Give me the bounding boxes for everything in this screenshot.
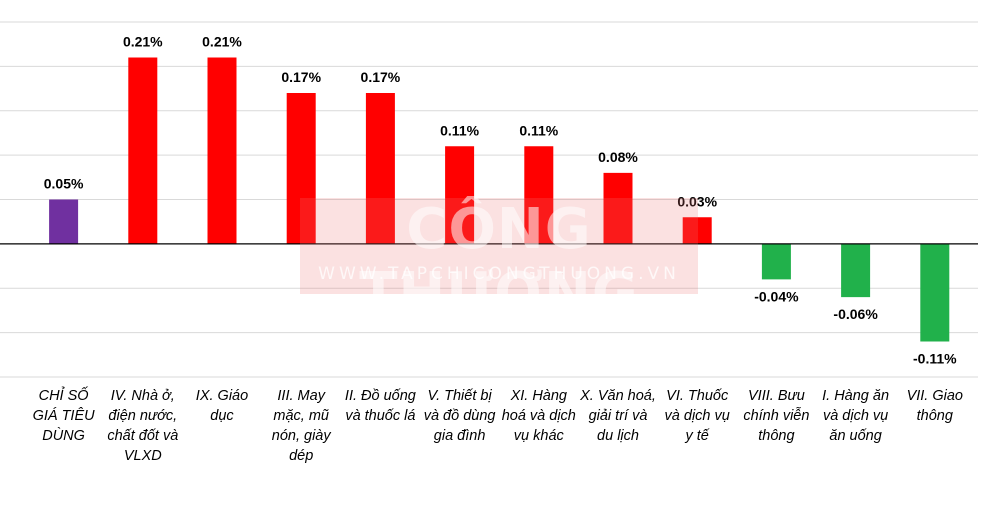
category-label: IV. Nhà ở, điện nước, chất đốt và VLXD — [107, 388, 179, 464]
data-label: 0.11% — [440, 122, 479, 138]
bar — [920, 243, 950, 342]
category-label: IX. Giáo dục — [195, 388, 249, 424]
bar — [603, 172, 633, 244]
data-label: 0.08% — [598, 149, 638, 165]
category-label: VII. Giao thông — [906, 388, 963, 424]
bar — [682, 217, 712, 244]
category-label: I. Hàng ăn và dịch vụ ăn uống — [822, 388, 890, 444]
bar — [128, 57, 158, 244]
bar — [445, 146, 475, 244]
bar — [524, 146, 554, 244]
category-label: VIII. Bưu chính viễn thông — [743, 388, 810, 444]
data-label: 0.21% — [202, 34, 242, 50]
bar — [365, 93, 395, 244]
bar — [49, 199, 79, 244]
bar — [207, 57, 237, 244]
data-label: -0.11% — [913, 351, 957, 367]
category-label: V. Thiết bị và đồ dùng gia đình — [423, 388, 496, 444]
data-label: -0.04% — [754, 288, 799, 304]
data-label: 0.17% — [281, 69, 321, 85]
bar — [761, 243, 791, 280]
data-label: 0.03% — [677, 193, 717, 209]
bar — [286, 93, 316, 244]
data-label: -0.06% — [833, 306, 878, 322]
category-label: XI. Hàng hoá và dịch vụ khác — [501, 388, 576, 444]
category-label: III. May mặc, mũ nón, giày dép — [271, 388, 331, 464]
data-label: 0.05% — [44, 176, 84, 192]
data-label: 0.11% — [519, 122, 558, 138]
category-label: II. Đồ uống và thuốc lá — [344, 388, 416, 424]
data-label: 0.17% — [361, 69, 401, 85]
category-label: VI. Thuốc và dịch vụ y tế — [664, 388, 730, 444]
category-label: CHỈ SỐ GIÁ TIÊU DÙNG — [32, 388, 95, 444]
category-label: X. Văn hoá, giải trí và du lịch — [580, 388, 656, 444]
bar — [841, 243, 871, 298]
data-label: 0.21% — [123, 34, 163, 50]
